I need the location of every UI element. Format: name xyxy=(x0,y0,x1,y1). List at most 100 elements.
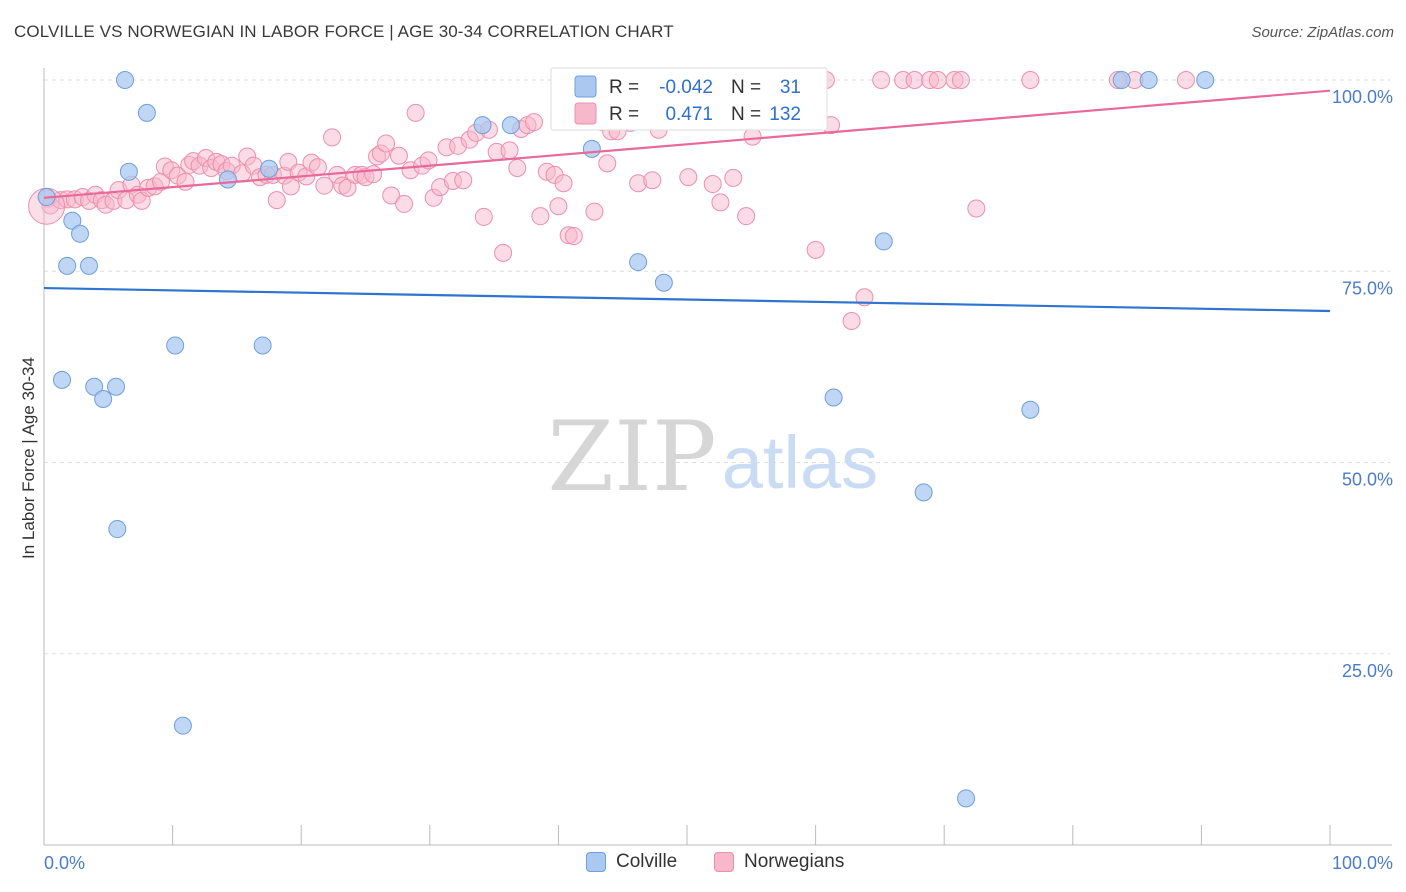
norwegian-point xyxy=(928,71,947,89)
colville-point xyxy=(1112,71,1131,89)
norwegian-point xyxy=(1021,71,1040,89)
colville-point xyxy=(1021,400,1040,419)
colville-point xyxy=(654,273,673,292)
legend-r-label-colville: R = xyxy=(609,77,639,98)
norwegian-point xyxy=(406,103,425,122)
norwegian-point xyxy=(500,141,519,160)
legend-r-label-norwegians: R = xyxy=(609,104,639,125)
y-tick-label: 50.0% xyxy=(1342,470,1393,490)
norwegian-point xyxy=(474,207,493,226)
bottom-legend: Colville Norwegians xyxy=(0,851,1406,879)
norwegian-point xyxy=(315,176,334,195)
norwegian-point xyxy=(1176,71,1195,89)
norwegian-point xyxy=(364,165,383,184)
colville-point xyxy=(1139,71,1158,89)
legend-swatch-norwegians xyxy=(574,102,597,125)
colville-point xyxy=(253,336,272,355)
gridlines xyxy=(44,79,1390,655)
norwegian-point xyxy=(951,71,970,89)
colville-point xyxy=(116,71,135,89)
colville-point xyxy=(58,256,77,275)
watermark-atlas: atlas xyxy=(722,421,878,504)
colville-point xyxy=(119,162,138,181)
colville-point xyxy=(107,377,126,396)
y-axis-label: In Labor Force | Age 30-34 xyxy=(19,357,38,559)
norwegian-point xyxy=(585,202,604,221)
colville-point xyxy=(85,377,104,396)
norwegian-point xyxy=(323,128,342,147)
legend-r-value-norwegians: 0.471 xyxy=(665,104,713,125)
norwegian-point xyxy=(967,199,986,218)
norwegian-point xyxy=(842,311,861,330)
norwegian-point xyxy=(454,171,473,190)
colville-point xyxy=(874,232,893,251)
norwegian-point xyxy=(395,194,414,213)
colville-point xyxy=(80,256,99,275)
axes xyxy=(43,68,1392,846)
colville-point xyxy=(501,116,520,135)
norwegian-point xyxy=(549,197,568,216)
norwegian-point xyxy=(598,154,617,173)
x-tick-label: 0.0% xyxy=(44,853,85,873)
legend-r-value-colville: -0.042 xyxy=(659,77,713,98)
colville-points xyxy=(37,71,1215,808)
norwegian-point xyxy=(382,186,401,205)
norwegian-point xyxy=(737,207,756,226)
colville-point xyxy=(166,336,185,355)
x-tick-label: 100.0% xyxy=(1332,853,1393,873)
legend-label-norwegians: Norwegians xyxy=(744,851,845,872)
norwegian-point xyxy=(855,288,874,307)
legend-item-colville[interactable]: Colville xyxy=(586,851,677,873)
chart-title: COLVILLE VS NORWEGIAN IN LABOR FORCE | A… xyxy=(14,22,674,41)
legend-swatch-colville xyxy=(574,75,597,98)
norwegian-point xyxy=(377,134,396,153)
norwegian-point xyxy=(564,227,583,246)
norwegian-point xyxy=(743,127,762,146)
legend-n-label-norwegians: N = xyxy=(731,104,761,125)
norwegian-points xyxy=(28,71,1195,330)
colville-point xyxy=(914,483,933,502)
norwegian-point xyxy=(724,168,743,187)
colville-point xyxy=(108,520,127,539)
colville-point xyxy=(957,789,976,808)
colville-point xyxy=(1196,71,1215,89)
norwegian-point xyxy=(872,71,891,89)
norwegian-point xyxy=(508,158,527,177)
legend-item-norwegians[interactable]: Norwegians xyxy=(714,851,844,873)
colville-point xyxy=(173,716,192,735)
colville-point xyxy=(218,170,237,189)
colville-trend-line xyxy=(43,286,1331,313)
norwegian-point xyxy=(703,175,722,194)
colville-point xyxy=(629,253,648,272)
norwegian-trend-line xyxy=(43,89,1331,199)
watermark: ZIP atlas xyxy=(547,401,878,513)
norwegian-point xyxy=(905,71,924,89)
tick-labels: 25.0% 50.0% 75.0% 100.0% 0.0% 100.0% xyxy=(44,87,1393,873)
norwegian-point xyxy=(679,168,698,187)
colville-point xyxy=(473,116,492,135)
norwegian-point xyxy=(524,113,543,132)
norwegian-point xyxy=(643,171,662,190)
y-tick-label: 25.0% xyxy=(1342,661,1393,681)
colville-point xyxy=(582,139,601,158)
colville-point xyxy=(260,159,279,178)
colville-point xyxy=(94,390,113,409)
norwegian-point xyxy=(267,191,286,210)
colville-point xyxy=(824,388,843,407)
trend-lines xyxy=(43,89,1331,313)
legend-label-colville: Colville xyxy=(616,851,678,872)
norwegian-point xyxy=(711,193,730,212)
norwegian-point xyxy=(176,172,195,191)
norwegian-point xyxy=(308,158,327,177)
norwegian-point xyxy=(494,243,513,262)
y-tick-label: 100.0% xyxy=(1332,87,1393,107)
legend-swatch-colville-bottom xyxy=(586,852,606,872)
legend-swatch-norwegians-bottom xyxy=(714,852,734,872)
norwegian-point xyxy=(554,174,573,193)
colville-point xyxy=(71,224,90,243)
stats-legend: R = -0.042 N = 31 R = 0.471 N = 132 xyxy=(550,67,828,131)
colville-point xyxy=(137,103,156,122)
y-tick-label: 75.0% xyxy=(1342,278,1393,298)
norwegian-point xyxy=(389,146,408,165)
